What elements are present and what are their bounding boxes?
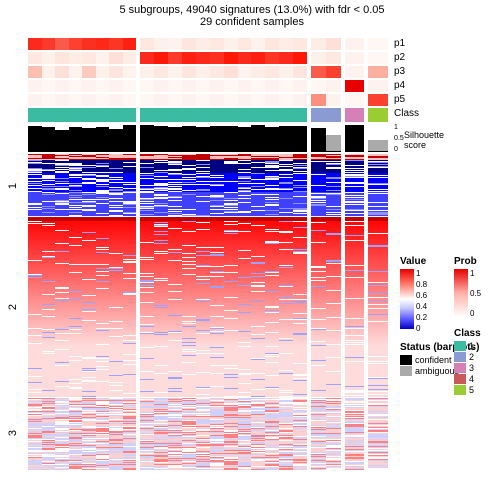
value-legend-title: Value <box>400 256 426 267</box>
class-legend-title: Class <box>454 328 481 339</box>
annot-label: p4 <box>394 80 405 91</box>
prob-legend-title: Prob <box>454 256 477 267</box>
class-legend: Class 12345 <box>454 328 481 396</box>
annot-label: p1 <box>394 38 405 49</box>
value-legend: Value 10.80.60.40.20 <box>400 256 426 329</box>
annot-label: p2 <box>394 52 405 63</box>
prob-gradient: 10.50 <box>454 269 468 317</box>
annot-label: p3 <box>394 66 405 77</box>
prob-legend: Prob 10.50 <box>454 256 477 317</box>
subtitle: 29 confident samples <box>0 16 504 32</box>
heatmap-figure <box>28 38 388 471</box>
value-gradient: 10.80.60.40.20 <box>400 269 414 329</box>
annot-label: p5 <box>394 94 405 105</box>
title: 5 subgroups, 49040 signatures (13.0%) wi… <box>0 0 504 16</box>
